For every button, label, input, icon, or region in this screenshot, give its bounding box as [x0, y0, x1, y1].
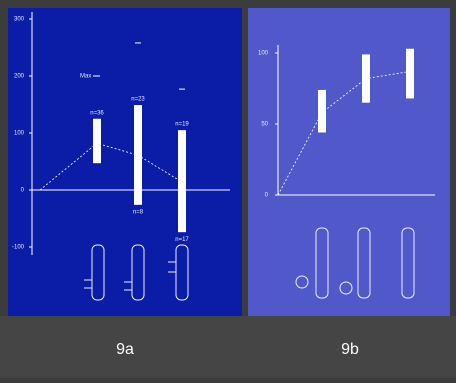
n-label: n=8	[133, 209, 144, 215]
n-label: n=23	[131, 97, 145, 103]
y-tick-label: -100	[12, 245, 25, 251]
y-tick-label: 200	[14, 74, 25, 80]
y-tick-label: 100	[14, 131, 25, 137]
max-label: Max	[80, 74, 91, 80]
caption-bar	[0, 316, 456, 378]
range-bar	[134, 105, 142, 205]
caption: 9b	[341, 341, 359, 358]
range-bar	[93, 119, 101, 163]
y-tick-label: 100	[258, 51, 269, 57]
n-label: n=36	[90, 110, 104, 116]
slide-a	[8, 8, 242, 316]
n-label: n=19	[175, 122, 189, 128]
range-bar	[178, 130, 186, 232]
caption: 9a	[116, 341, 134, 358]
range-bar	[406, 49, 414, 99]
n-label: n=17	[175, 237, 189, 243]
range-bar	[318, 90, 326, 133]
screenshot: 9a 9b 3002001000-100n=36n=23n=19n=8n=17M…	[0, 0, 456, 378]
y-tick-label: 50	[261, 122, 268, 128]
y-tick-label: 300	[14, 17, 25, 23]
range-bar	[362, 54, 370, 102]
